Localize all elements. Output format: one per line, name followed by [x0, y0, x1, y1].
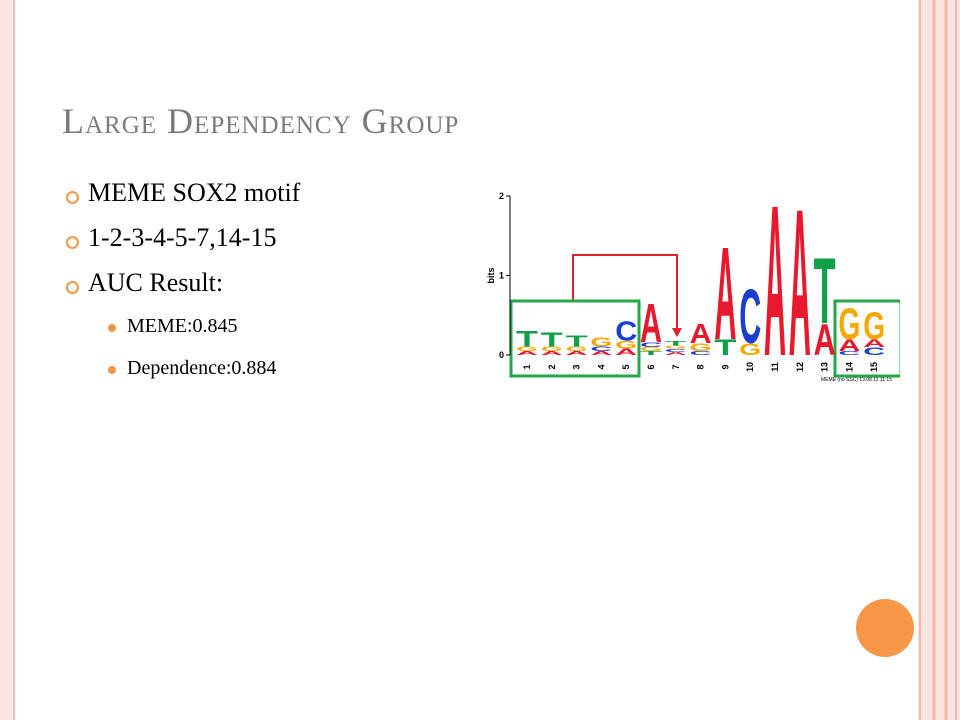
logo-letter: C	[838, 351, 860, 357]
x-tick-label: 8	[696, 364, 706, 369]
logo-letter: T	[665, 340, 687, 347]
logo-letter: G	[863, 305, 885, 348]
logo-letter: G	[739, 340, 761, 359]
logo-footnote: MEME (no SSC) 13.08.11 11:15	[821, 377, 892, 383]
logo-letter: G	[590, 334, 612, 349]
logo-letter: T	[714, 335, 737, 360]
logo-letter: A	[665, 351, 693, 356]
logo-letter: G	[665, 345, 691, 350]
x-tick-label: 2	[547, 364, 557, 369]
bullet	[66, 236, 79, 249]
y-tick-label: 1	[499, 271, 504, 281]
logo-letter: A	[814, 316, 836, 365]
logo-letter: C	[739, 274, 761, 360]
x-tick-label: 9	[720, 364, 730, 369]
bullet	[66, 281, 79, 294]
logo-letter: G	[838, 300, 860, 349]
sequence-logo: 012bitsAGT1AGT2AGT3ACG4AGC5TGCA6ACGT7CGA…	[486, 185, 900, 395]
x-tick-label: 15	[869, 362, 879, 372]
logo-letter: C	[690, 351, 712, 357]
slide-title: Large Dependency Group	[62, 101, 460, 141]
logo-letter: A	[615, 347, 639, 357]
logo-letter: G	[690, 342, 712, 354]
logo-letter: T	[541, 329, 563, 351]
sub-bullet-text: MEME:0.845	[127, 315, 238, 337]
logo-letter: G	[615, 340, 637, 352]
logo-letter: C	[615, 316, 637, 347]
x-tick-label: 10	[745, 362, 755, 372]
logo-letter: A	[838, 336, 860, 355]
x-tick-label: 4	[596, 364, 606, 369]
bullet-text: AUC Result:	[88, 268, 224, 297]
logo-letter: A	[789, 185, 811, 395]
y-axis-label: bits	[486, 267, 496, 283]
logo-letter: G	[541, 346, 563, 353]
sub-bullet	[108, 324, 116, 332]
logo-letter: A	[714, 220, 736, 368]
sub-bullet-text: Dependence:0.884	[127, 357, 277, 379]
logo-letter: C	[590, 346, 613, 353]
logo-letter: A	[690, 318, 712, 349]
logo-letter: C	[863, 346, 885, 358]
x-tick-label: 13	[820, 362, 830, 372]
x-tick-label: 6	[646, 364, 656, 369]
logo-letter: A	[863, 338, 885, 350]
x-tick-label: 7	[671, 364, 681, 369]
logo-letter: A	[640, 292, 662, 354]
logo-letter: G	[640, 347, 662, 353]
logo-letter: C	[640, 342, 663, 349]
x-tick-label: 12	[795, 362, 805, 372]
y-tick-label: 0	[499, 350, 504, 360]
bullet	[66, 191, 79, 204]
x-tick-label: 5	[621, 364, 631, 369]
logo-letter: A	[590, 351, 612, 357]
bullet-text: MEME SOX2 motif	[88, 178, 301, 207]
logo-letter: T	[516, 326, 539, 351]
bullet-text: 1-2-3-4-5-7,14-15	[88, 223, 277, 252]
logo-letter: G	[566, 346, 588, 353]
logo-letter: T	[566, 333, 589, 350]
y-tick-label: 2	[499, 191, 504, 201]
logo-letter: T	[814, 238, 836, 343]
logo-letter: A	[541, 351, 563, 357]
logo-letter: C	[665, 348, 693, 353]
logo-letter: G	[516, 346, 538, 353]
logo-letter: T	[640, 351, 666, 357]
logo-letter: A	[764, 185, 786, 395]
x-tick-label: 3	[572, 364, 582, 369]
x-tick-label: 11	[770, 362, 780, 372]
logo-letter: A	[516, 351, 538, 357]
logo-letter: A	[566, 351, 588, 357]
x-tick-label: 14	[844, 362, 854, 372]
sub-bullet	[108, 366, 116, 374]
x-tick-label: 1	[522, 364, 532, 369]
